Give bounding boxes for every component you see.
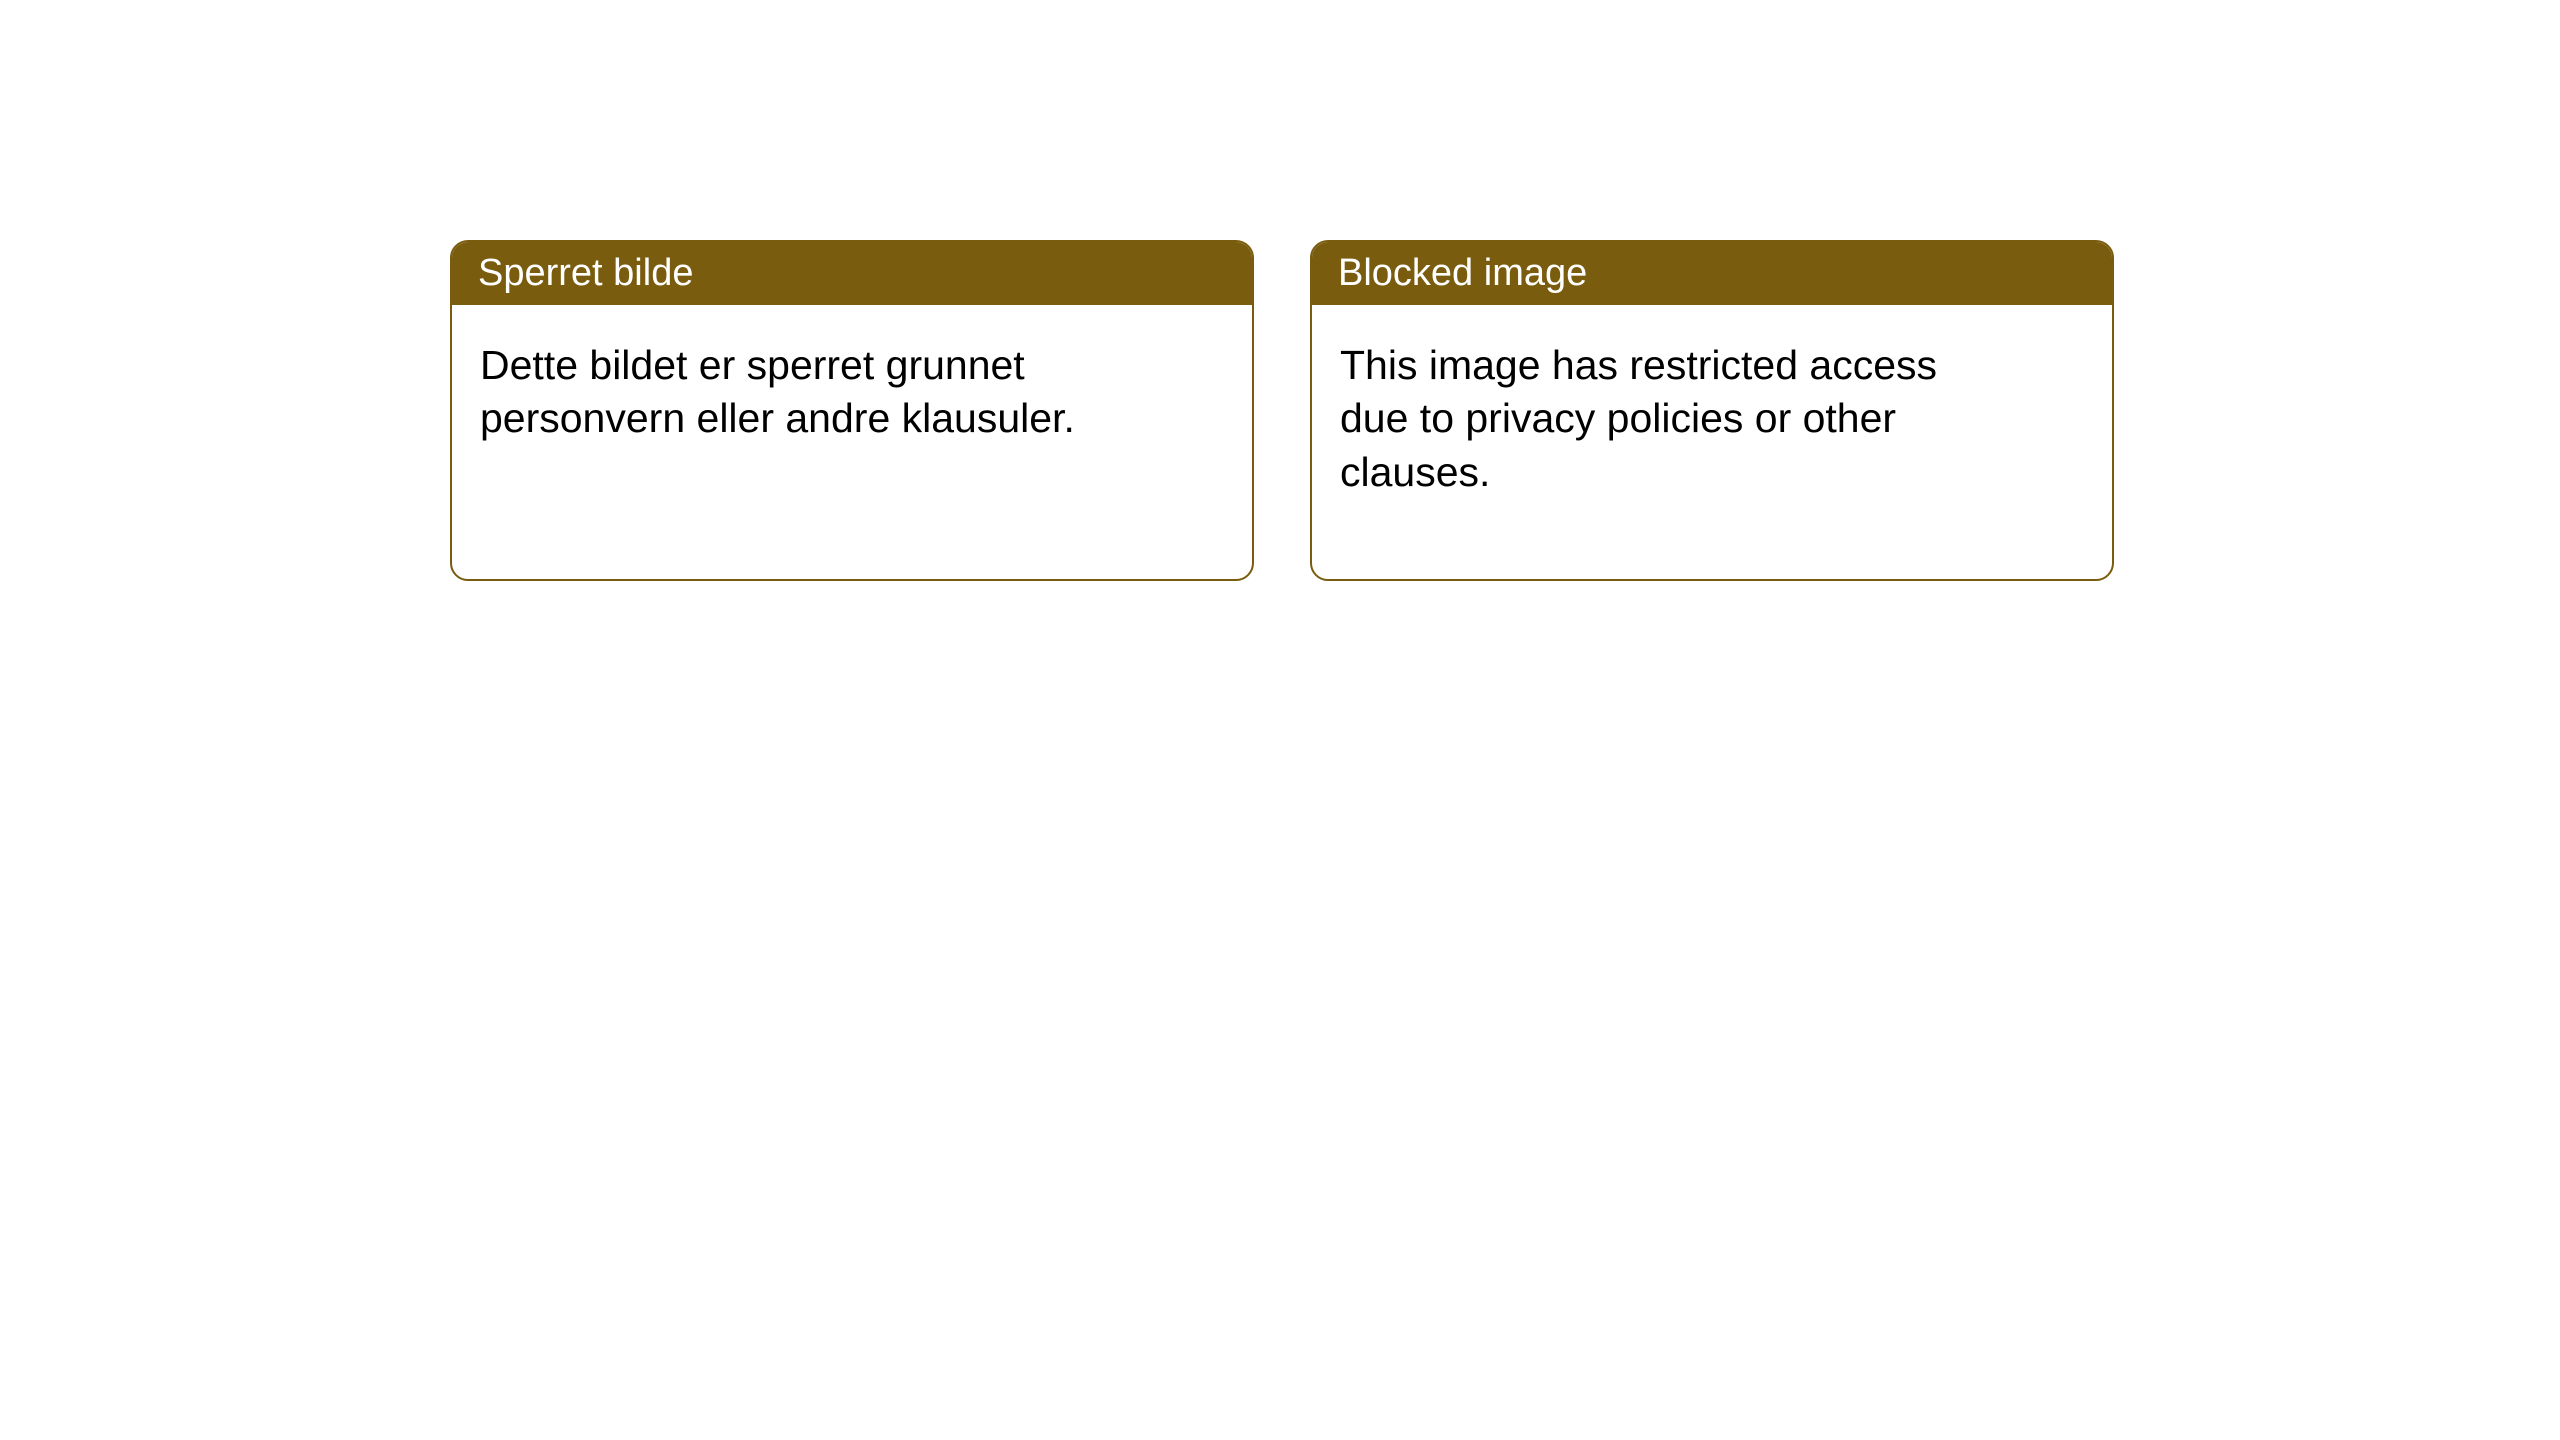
notice-body-english: This image has restricted access due to …: [1312, 305, 1992, 579]
notice-title-norwegian: Sperret bilde: [452, 242, 1252, 305]
notice-card-norwegian: Sperret bilde Dette bildet er sperret gr…: [450, 240, 1254, 581]
notice-body-norwegian: Dette bildet er sperret grunnet personve…: [452, 305, 1132, 526]
notice-container: Sperret bilde Dette bildet er sperret gr…: [450, 240, 2114, 581]
notice-title-english: Blocked image: [1312, 242, 2112, 305]
notice-card-english: Blocked image This image has restricted …: [1310, 240, 2114, 581]
